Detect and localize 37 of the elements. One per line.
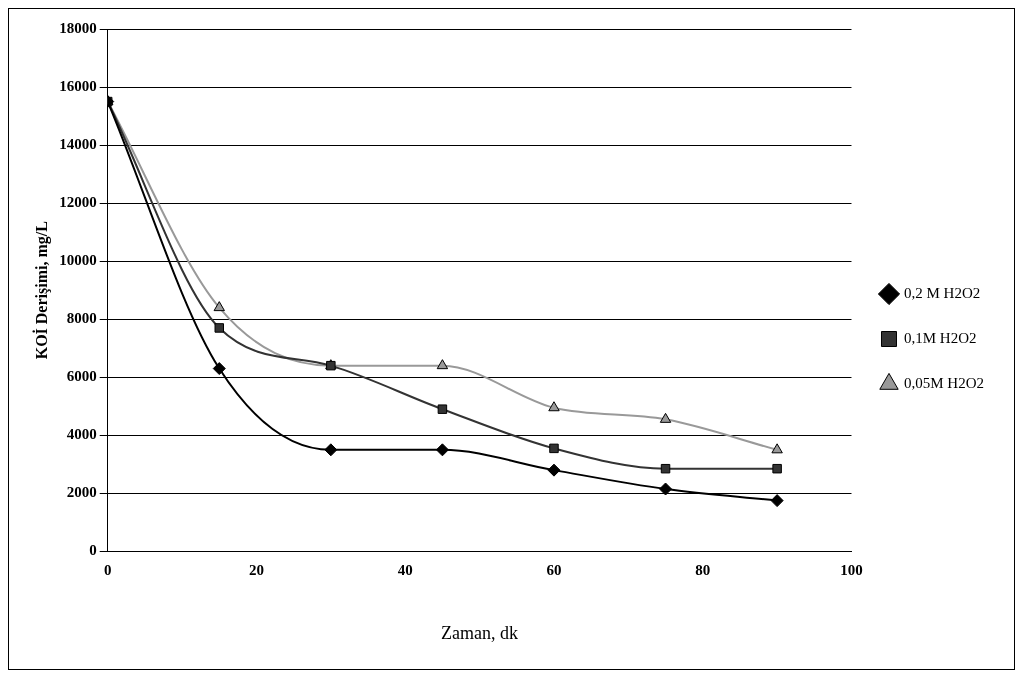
point [549, 443, 559, 454]
x-tick-label: 60 [546, 562, 562, 579]
point [659, 412, 672, 423]
point [436, 359, 449, 370]
y-tick-label: 12000 [59, 194, 97, 211]
y-tick-label: 10000 [59, 252, 97, 269]
point [437, 404, 448, 414]
y-axis-title: KOİ Derişimi, mg/L [31, 221, 51, 360]
y-tick-label: 6000 [66, 368, 97, 385]
point [772, 463, 782, 474]
x-tick-label: 40 [397, 562, 413, 579]
y-tick-label: 2000 [66, 484, 97, 501]
point [660, 463, 671, 474]
legend-label: 0,1M H2O2 [904, 329, 977, 346]
point [324, 443, 338, 457]
legend-label: 0,05M H2O2 [904, 374, 985, 391]
point [435, 443, 449, 457]
point [659, 482, 673, 496]
y-tick-label: 14000 [59, 135, 97, 152]
point [213, 301, 225, 312]
point [548, 401, 560, 412]
point [214, 323, 225, 333]
x-tick-label: 100 [840, 562, 863, 579]
point [771, 443, 783, 454]
y-tick-label: 18000 [59, 19, 97, 36]
y-tick-label: 0 [89, 542, 97, 559]
x-tick-label: 0 [103, 562, 112, 579]
x-tick-label: 20 [248, 562, 264, 579]
point [547, 463, 561, 477]
x-tick-label: 80 [695, 562, 711, 579]
legend-label: 0,2 M H2O2 [904, 284, 981, 301]
y-tick-label: 8000 [66, 310, 97, 327]
y-tick-label: 4000 [66, 426, 97, 443]
point [212, 362, 226, 376]
x-axis-title: Zaman, dk [441, 622, 519, 643]
y-tick-label: 16000 [59, 77, 97, 94]
point [770, 494, 784, 508]
